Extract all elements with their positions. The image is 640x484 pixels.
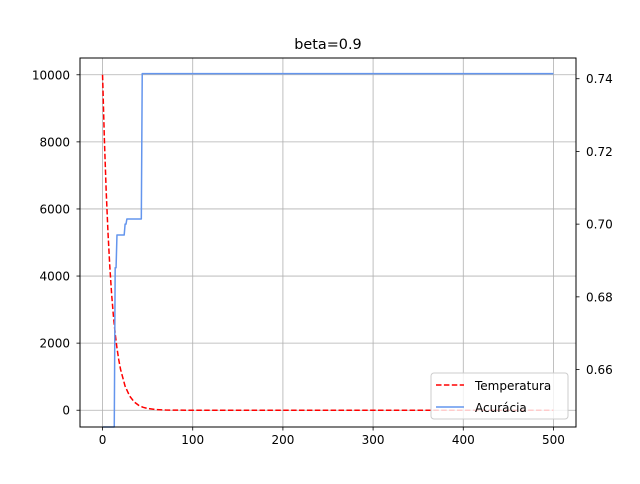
right-y-tick-label: 0.68 bbox=[586, 290, 613, 304]
x-tick-label: 400 bbox=[452, 433, 475, 447]
right-y-tick-label: 0.66 bbox=[586, 363, 613, 377]
legend-label-acuracia: Acurácia bbox=[475, 401, 527, 415]
series-line-temperatura bbox=[101, 74, 554, 411]
right-y-tick-label: 0.70 bbox=[586, 218, 613, 232]
left-y-tick-label: 4000 bbox=[39, 270, 70, 284]
x-tick-label: 100 bbox=[181, 433, 204, 447]
x-tick-label: 200 bbox=[271, 433, 294, 447]
legend: Temperatura Acurácia bbox=[430, 372, 569, 420]
right-y-axis: 0.66 0.68 0.70 0.72 0.74 bbox=[576, 72, 613, 377]
right-y-tick-label: 0.74 bbox=[586, 72, 613, 86]
legend-box bbox=[430, 372, 569, 420]
left-y-tick-label: 8000 bbox=[39, 135, 70, 149]
left-y-tick-label: 10000 bbox=[32, 68, 70, 82]
legend-label-temperatura: Temperatura bbox=[474, 379, 551, 393]
x-axis: 0 100 200 300 400 500 bbox=[99, 427, 565, 447]
left-y-tick-label: 2000 bbox=[39, 337, 70, 351]
left-y-tick-label: 0 bbox=[62, 404, 70, 418]
x-tick-label: 0 bbox=[99, 433, 107, 447]
chart-title: beta=0.9 bbox=[294, 37, 361, 53]
plot-frame bbox=[79, 57, 577, 428]
series-line-acuracia bbox=[102, 72, 554, 428]
left-y-axis: 0 2000 4000 6000 8000 10000 bbox=[32, 68, 80, 418]
right-y-tick-label: 0.72 bbox=[586, 145, 613, 159]
grid-layer bbox=[80, 58, 576, 427]
x-tick-label: 300 bbox=[362, 433, 385, 447]
left-y-tick-label: 6000 bbox=[39, 202, 70, 216]
series-layer bbox=[101, 72, 554, 428]
x-tick-label: 500 bbox=[542, 433, 565, 447]
